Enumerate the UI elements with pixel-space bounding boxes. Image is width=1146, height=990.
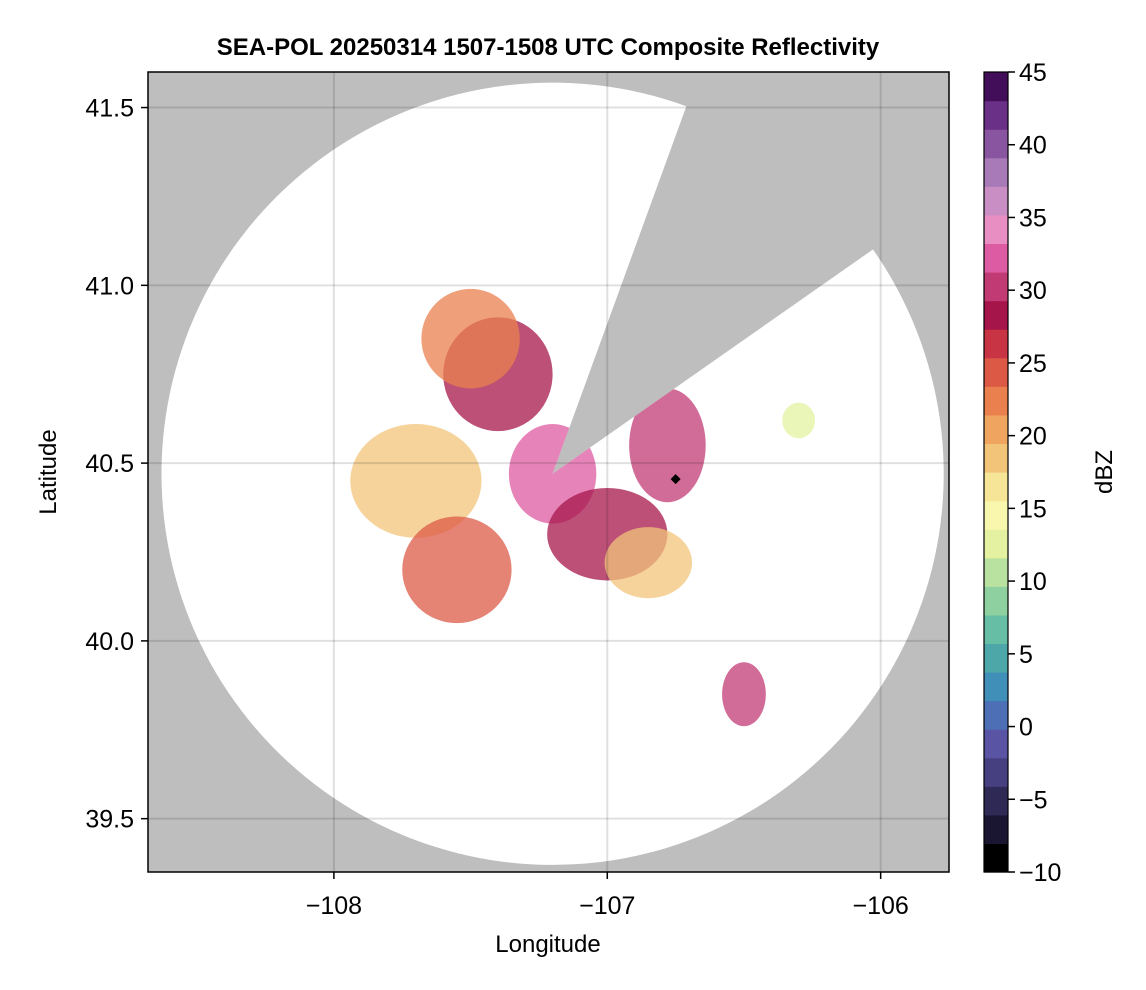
colorbar-bin xyxy=(984,357,1008,387)
colorbar-bin xyxy=(984,100,1008,130)
colorbar-bin xyxy=(984,386,1008,416)
colorbar-bin xyxy=(984,614,1008,645)
colorbar-bin xyxy=(984,786,1008,816)
colorbar-bin xyxy=(984,500,1008,530)
chart-title: SEA-POL 20250314 1507-1508 UTC Composite… xyxy=(217,34,880,61)
location-marker xyxy=(670,474,681,485)
y-tick-label: 39.5 xyxy=(85,806,134,834)
colorbar-label: dBZ xyxy=(1091,450,1118,494)
grid-lines xyxy=(148,72,949,872)
colorbar-bin xyxy=(984,129,1008,159)
colorbar-bin xyxy=(984,529,1008,559)
colorbar-tick-label: 45 xyxy=(1019,59,1047,87)
colorbar-tick-label: 30 xyxy=(1019,277,1047,305)
echo-south-east-lobe xyxy=(604,527,693,599)
echo-southeast-cell xyxy=(722,662,766,727)
colorbar-frame xyxy=(983,71,1009,873)
colorbar-bin xyxy=(984,186,1008,216)
colorbar-tick-label: 15 xyxy=(1019,495,1047,523)
echo-west-arm xyxy=(350,424,482,538)
plot-frame xyxy=(147,71,950,873)
colorbar-bin xyxy=(984,557,1008,587)
x-tick-label: −107 xyxy=(579,892,635,920)
echo-northwest-upper xyxy=(421,288,520,389)
colorbar-tick-label: 25 xyxy=(1019,350,1047,378)
echo-far-east-cell xyxy=(782,402,816,439)
colorbar-bin xyxy=(984,157,1008,187)
colorbar-bin xyxy=(984,72,1008,102)
colorbar-bin xyxy=(984,643,1008,673)
colorbar-bin xyxy=(984,729,1008,759)
colorbar-bin xyxy=(984,472,1008,502)
colorbar: −10 −5 0 5 10 15 20 25 30 35 40 45 xyxy=(983,59,1061,887)
x-tick-label: −106 xyxy=(852,892,908,920)
y-tick-label: 40.0 xyxy=(85,628,134,656)
colorbar-bin xyxy=(984,414,1008,445)
colorbar-tick-label: 0 xyxy=(1019,714,1033,742)
colorbar-tick-label: −5 xyxy=(1019,786,1048,814)
y-axis-label: Latitude xyxy=(35,429,62,514)
colorbar-tick-label: 10 xyxy=(1019,568,1047,596)
colorbar-tick-label: 35 xyxy=(1019,204,1047,232)
colorbar-tick-label: 40 xyxy=(1019,132,1047,160)
colorbar-bin xyxy=(984,300,1008,330)
echo-east-cell xyxy=(629,388,706,503)
colorbar-bin xyxy=(984,329,1008,359)
colorbar-tick-label: 5 xyxy=(1019,641,1033,669)
y-tick-label: 41.5 xyxy=(85,95,134,123)
colorbar-tick-label: 20 xyxy=(1019,423,1047,451)
colorbar-bin xyxy=(984,814,1008,845)
x-axis-label: Longitude xyxy=(495,931,600,958)
colorbar-bin xyxy=(984,700,1008,730)
colorbar-bin xyxy=(984,757,1008,787)
colorbar-bin xyxy=(984,214,1008,245)
colorbar-bin xyxy=(984,272,1008,302)
x-tick-label: −108 xyxy=(306,892,362,920)
colorbar-bin xyxy=(984,672,1008,702)
axes: −108 −107 −106 39.5 40.0 40.5 41.0 41.5 xyxy=(85,71,950,920)
colorbar-bin xyxy=(984,443,1008,473)
colorbar-bin xyxy=(984,586,1008,616)
y-tick-label: 40.5 xyxy=(85,450,134,478)
echo-southwest-arm xyxy=(402,516,512,624)
colorbar-tick-label: −10 xyxy=(1019,859,1061,887)
colorbar-bin xyxy=(984,243,1008,273)
y-tick-label: 41.0 xyxy=(85,272,134,300)
colorbar-bin xyxy=(984,843,1008,873)
